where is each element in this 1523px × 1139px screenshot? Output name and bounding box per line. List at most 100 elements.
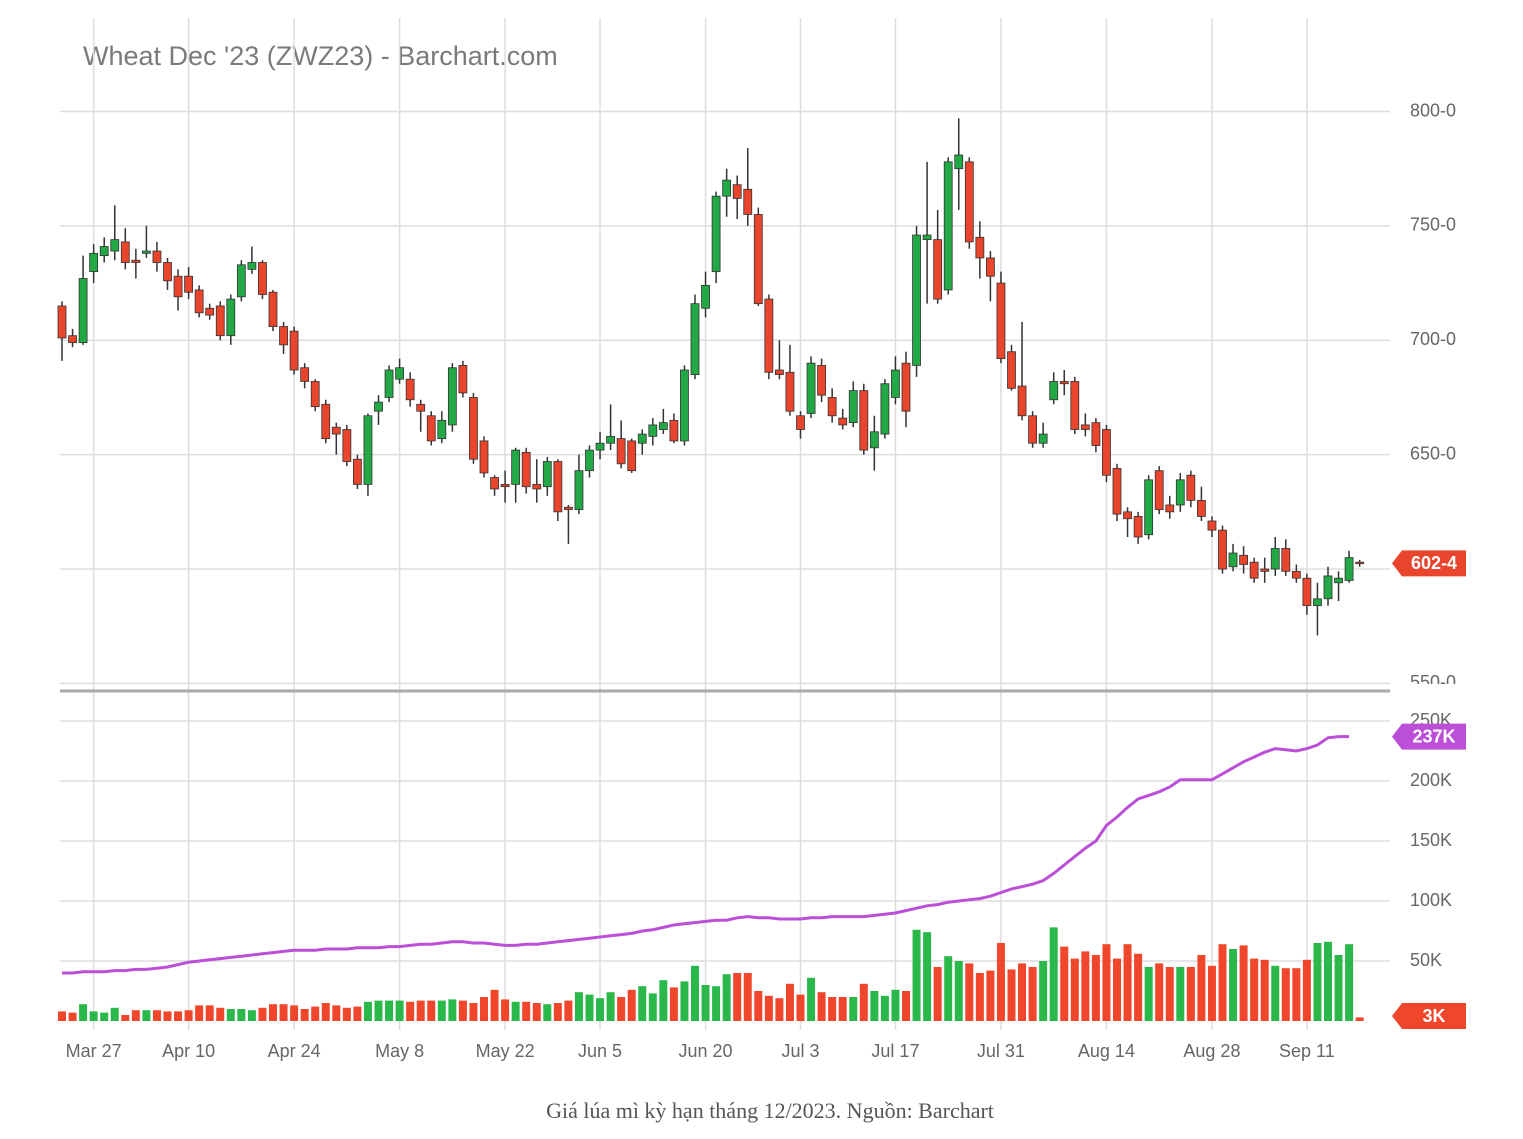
candle-body <box>1017 385 1027 417</box>
y2-tick-label: 150K <box>1410 830 1452 850</box>
volume-bar <box>216 1007 225 1021</box>
candle-body <box>1102 429 1111 476</box>
volume-bar <box>986 970 995 1021</box>
candle-body <box>405 378 415 401</box>
volume-bar <box>543 1004 552 1021</box>
volume-bar <box>1060 946 1069 1021</box>
x-tick-label: Sep 11 <box>1279 1041 1335 1061</box>
x-tick-label: Jun 20 <box>679 1041 733 1061</box>
volume-bar <box>1207 965 1216 1021</box>
candle-body <box>279 326 288 346</box>
candle-body <box>458 365 468 394</box>
volume-bar <box>142 1010 151 1021</box>
caption: Giá lúa mì kỳ hạn tháng 12/2023. Nguồn: … <box>546 1098 994 1123</box>
volume-bar <box>395 1000 404 1021</box>
volume-bar <box>1292 968 1301 1021</box>
volume-bar <box>1250 958 1259 1021</box>
volume-bar <box>701 985 710 1021</box>
x-tick-label: Mar 27 <box>66 1041 122 1061</box>
volume-bar <box>385 1000 394 1021</box>
volume-bar <box>522 1001 531 1021</box>
candle-body <box>1080 424 1090 430</box>
volume-bar <box>1113 958 1121 1021</box>
candle-body <box>1133 516 1143 538</box>
volume-bar <box>1007 969 1016 1021</box>
candle-body <box>1344 557 1354 581</box>
volume-bar <box>448 999 457 1021</box>
volume-bar <box>817 992 826 1021</box>
volume-bar <box>996 943 1005 1021</box>
candle-body <box>215 305 225 337</box>
volume-bar <box>712 986 721 1021</box>
volume-bar <box>311 1006 320 1021</box>
candle-body <box>184 275 194 293</box>
candle-body <box>1355 561 1365 565</box>
volume-bar <box>279 1004 288 1021</box>
candle-body <box>1091 422 1101 446</box>
volume-bar <box>669 987 678 1021</box>
volume-bar <box>1028 967 1037 1021</box>
volume-bar <box>775 998 784 1021</box>
candle-body <box>680 369 689 442</box>
volume-bar <box>796 994 805 1021</box>
candle-body <box>922 234 932 241</box>
volume-bar <box>511 1001 520 1021</box>
candle-body <box>848 390 858 424</box>
candle-body <box>954 154 964 170</box>
volume-bar <box>332 1005 341 1021</box>
volume-bar <box>237 1009 246 1021</box>
candle-body <box>247 262 257 270</box>
volume-bar <box>659 980 668 1021</box>
x-tick-label: Jul 17 <box>871 1041 919 1061</box>
volume-bar <box>785 983 794 1021</box>
candle-body <box>616 438 626 465</box>
x-tick-label: Aug 28 <box>1183 1041 1240 1061</box>
volume-bar <box>300 1009 309 1021</box>
x-tick-label: Jul 3 <box>781 1041 819 1061</box>
candle-body <box>479 440 489 474</box>
volume-bar <box>1091 955 1100 1021</box>
candle-body <box>595 442 605 451</box>
volume-bar <box>627 989 636 1021</box>
volume-bar <box>807 977 816 1021</box>
candle-body <box>574 470 584 510</box>
volume-bar <box>1324 941 1332 1021</box>
candle-body <box>1334 577 1343 584</box>
volume-bar <box>205 1005 214 1021</box>
y-tick-label: 800-0 <box>1410 100 1456 120</box>
candle-body <box>711 195 721 273</box>
volume-bar <box>880 995 889 1021</box>
x-tick-label: Jul 31 <box>977 1041 1025 1061</box>
volume-bar <box>954 961 963 1021</box>
x-tick-label: May 8 <box>375 1041 424 1061</box>
candle-body <box>289 330 299 371</box>
candle-body <box>1186 474 1196 501</box>
y2-tick-label: 200K <box>1410 770 1452 790</box>
chart-title: Wheat Dec '23 (ZWZ23) - Barchart.com <box>83 41 558 71</box>
candle-body <box>1123 511 1132 520</box>
price-badge <box>1392 550 1466 577</box>
candle-body <box>321 403 331 440</box>
candle-body <box>152 250 162 263</box>
candle-body <box>469 397 478 460</box>
badge-label: 237K <box>1412 726 1455 746</box>
candle-body <box>933 239 943 300</box>
candle-body <box>732 184 742 199</box>
y2-tick-label: 100K <box>1410 890 1452 910</box>
volume-bar <box>58 1011 66 1021</box>
candle-body <box>880 383 890 435</box>
volume-bar <box>838 997 847 1021</box>
candle-body <box>490 477 499 490</box>
candle-body <box>268 291 278 327</box>
volume-bar <box>1260 959 1269 1021</box>
volume-bar <box>764 995 773 1021</box>
volume-bar <box>1271 965 1280 1021</box>
volume-bar <box>195 1005 204 1021</box>
candle-body <box>384 369 394 398</box>
candle-body <box>110 239 120 252</box>
candle-body <box>1165 504 1175 513</box>
x-tick-label: Apr 24 <box>268 1041 321 1061</box>
volume-bar <box>1302 959 1311 1021</box>
volume-bar <box>247 1010 256 1021</box>
